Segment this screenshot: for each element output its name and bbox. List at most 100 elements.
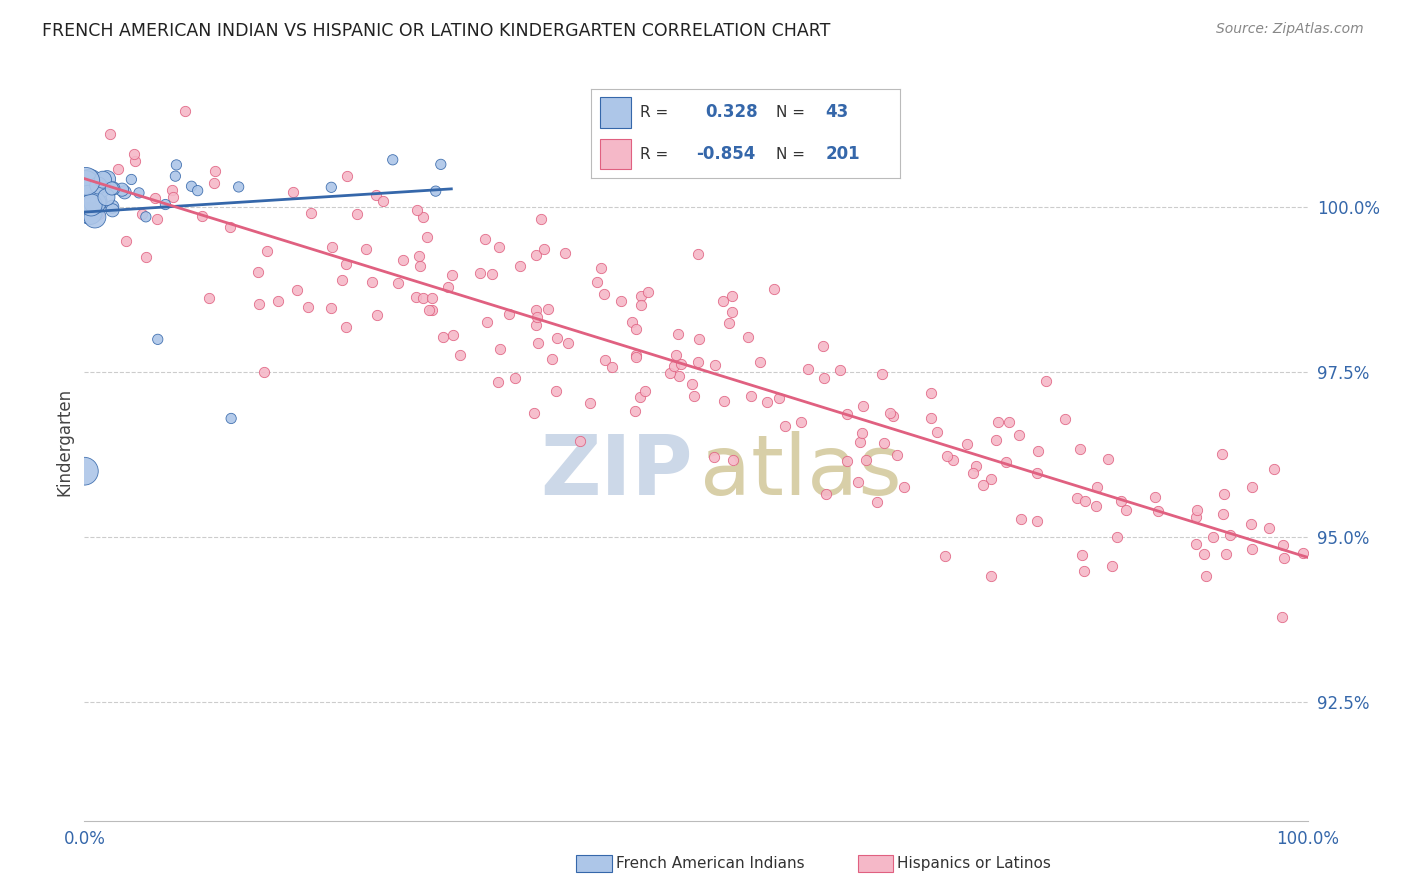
Point	[319, 301, 342, 315]
Point	[1195, 569, 1218, 583]
Point	[835, 407, 858, 421]
Point	[1147, 504, 1170, 518]
Point	[1215, 547, 1237, 561]
Point	[124, 154, 146, 169]
Point	[103, 181, 125, 195]
Point	[846, 475, 869, 490]
Point	[228, 180, 250, 194]
Point	[628, 391, 651, 405]
Point	[1271, 610, 1294, 624]
Point	[1185, 537, 1208, 551]
Point	[75, 178, 97, 192]
Point	[815, 487, 838, 501]
Point	[997, 415, 1019, 429]
Point	[96, 190, 118, 204]
Point	[1143, 491, 1166, 505]
Text: 201: 201	[825, 145, 860, 163]
Point	[533, 242, 555, 256]
Point	[267, 293, 290, 308]
Point	[737, 330, 759, 344]
Point	[412, 291, 434, 305]
Point	[253, 365, 276, 379]
Point	[297, 300, 319, 314]
Point	[412, 211, 434, 225]
Point	[481, 267, 503, 281]
Point	[623, 404, 645, 418]
Point	[541, 351, 564, 366]
Point	[122, 147, 145, 161]
Point	[165, 169, 187, 183]
Point	[84, 193, 107, 207]
Point	[1105, 531, 1128, 545]
Point	[666, 326, 689, 341]
Text: Hispanics or Latinos: Hispanics or Latinos	[897, 856, 1050, 871]
Point	[115, 234, 138, 248]
Point	[1211, 447, 1233, 461]
Point	[688, 332, 710, 346]
Point	[634, 384, 657, 398]
Point	[96, 172, 118, 186]
Text: atlas: atlas	[700, 432, 901, 512]
Point	[83, 210, 105, 224]
Point	[879, 406, 901, 420]
Point	[90, 182, 112, 196]
Point	[920, 410, 942, 425]
Text: N =: N =	[776, 147, 806, 161]
Point	[498, 307, 520, 321]
Point	[984, 433, 1007, 447]
Point	[474, 232, 496, 246]
Point	[360, 275, 382, 289]
Point	[1026, 443, 1049, 458]
Point	[600, 360, 623, 375]
Text: ZIP: ZIP	[540, 432, 692, 512]
Bar	[600, 139, 631, 169]
Point	[717, 316, 740, 330]
Point	[703, 359, 725, 373]
Point	[530, 211, 553, 226]
Point	[624, 350, 647, 364]
Point	[91, 172, 114, 186]
Point	[721, 452, 744, 467]
Point	[87, 206, 110, 220]
Point	[366, 188, 388, 202]
Point	[965, 458, 987, 473]
Point	[437, 280, 460, 294]
Point	[321, 240, 343, 254]
Point	[111, 183, 134, 197]
Point	[537, 302, 560, 317]
Point	[956, 436, 979, 450]
Point	[630, 289, 652, 303]
Point	[935, 449, 957, 463]
Point	[578, 396, 600, 410]
Point	[748, 355, 770, 369]
Point	[87, 194, 110, 209]
Point	[1073, 493, 1095, 508]
Point	[79, 196, 101, 211]
Point	[873, 435, 896, 450]
Text: -0.854: -0.854	[696, 145, 755, 163]
Point	[942, 453, 965, 467]
Point	[1070, 548, 1092, 562]
Point	[797, 361, 820, 376]
Point	[190, 210, 212, 224]
Point	[683, 389, 706, 403]
Text: Source: ZipAtlas.com: Source: ZipAtlas.com	[1216, 22, 1364, 37]
Point	[418, 302, 440, 317]
Point	[610, 294, 633, 309]
Point	[593, 353, 616, 368]
Point	[420, 302, 443, 317]
Point	[101, 200, 124, 214]
Point	[527, 335, 550, 350]
Point	[987, 416, 1010, 430]
Point	[1073, 564, 1095, 578]
Point	[198, 292, 221, 306]
Point	[1097, 452, 1119, 467]
Point	[524, 318, 547, 333]
Point	[1053, 412, 1076, 426]
Point	[281, 186, 304, 200]
Point	[1212, 507, 1234, 521]
Point	[711, 294, 734, 309]
Point	[866, 495, 889, 509]
Point	[1192, 547, 1215, 561]
Point	[285, 283, 308, 297]
